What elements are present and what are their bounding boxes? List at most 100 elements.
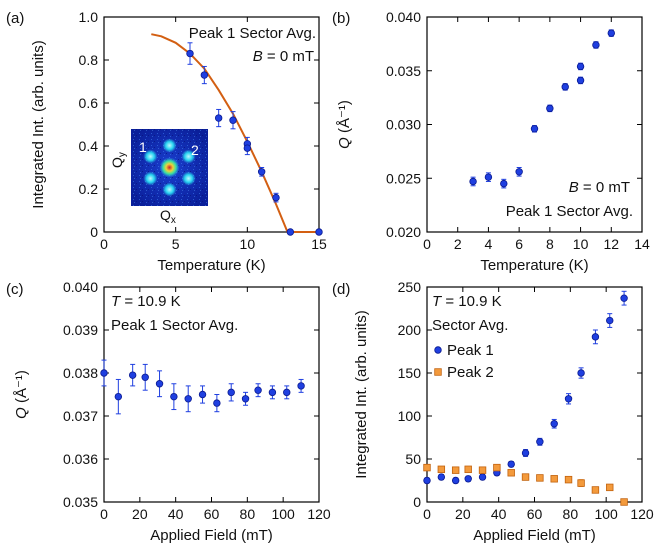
data-point-square bbox=[451, 466, 460, 474]
y-tick-label: 0.040 bbox=[386, 9, 421, 25]
x-tick-label: 80 bbox=[563, 506, 579, 522]
x-tick-label: 4 bbox=[485, 236, 493, 252]
data-point bbox=[576, 62, 585, 71]
inset-qx-label: Qx bbox=[160, 207, 176, 226]
x-tick-label: 6 bbox=[515, 236, 523, 252]
data-point bbox=[536, 438, 544, 446]
x-tick-label: 60 bbox=[527, 506, 543, 522]
annotation-sector: Peak 1 Sector Avg. bbox=[189, 25, 316, 42]
data-point bbox=[186, 49, 194, 58]
x-tick-label: 40 bbox=[168, 506, 184, 522]
annotation-sector: Peak 1 Sector Avg. bbox=[506, 203, 633, 220]
data-point bbox=[283, 388, 291, 397]
x-tick-label: 100 bbox=[594, 506, 618, 522]
data-point bbox=[229, 116, 237, 124]
y-axis-label: Q (Å⁻¹) bbox=[13, 370, 30, 419]
data-point bbox=[268, 388, 277, 397]
data-point bbox=[550, 420, 558, 428]
data-point-square bbox=[478, 466, 487, 474]
data-point bbox=[564, 395, 573, 403]
panel-label-b: (b) bbox=[332, 10, 350, 27]
x-tick-label: 60 bbox=[204, 506, 220, 522]
annotation-sector: Sector Avg. bbox=[432, 317, 508, 334]
data-point bbox=[297, 382, 305, 390]
data-point-square bbox=[620, 498, 628, 506]
data-point-square bbox=[591, 486, 600, 494]
data-point bbox=[507, 460, 515, 468]
x-axis-label: Temperature (K) bbox=[157, 257, 265, 274]
y-tick-label: 200 bbox=[398, 322, 422, 338]
data-point bbox=[607, 29, 615, 37]
data-point bbox=[423, 476, 431, 485]
x-axis-label: Temperature (K) bbox=[480, 257, 588, 274]
x-tick-label: 12 bbox=[603, 236, 619, 252]
panel-b: 0 2 4 6 8 10 12 14 0.020 0.025 0.030 0.035 0.040 Temp… bbox=[336, 9, 650, 274]
x-axis-label: Applied Field (mT) bbox=[150, 527, 273, 544]
fit-curve bbox=[151, 33, 319, 233]
data-point bbox=[478, 473, 487, 481]
y-tick-label: 0.025 bbox=[386, 170, 421, 186]
data-point bbox=[576, 76, 585, 85]
x-tick-label: 14 bbox=[634, 236, 650, 252]
annotation-field: B = 0 mT bbox=[253, 48, 314, 65]
x-tick-label: 0 bbox=[423, 236, 431, 252]
data-point bbox=[184, 395, 192, 403]
data-point bbox=[606, 316, 614, 325]
x-tick-label: 20 bbox=[132, 506, 148, 522]
y-tick-label: 0.030 bbox=[386, 117, 421, 133]
data-point bbox=[469, 177, 477, 186]
data-point bbox=[200, 71, 209, 79]
data-point bbox=[592, 41, 600, 49]
y-tick-label: 50 bbox=[405, 451, 421, 467]
data-point bbox=[286, 228, 295, 236]
inset-bragg-spot bbox=[143, 149, 158, 164]
data-point bbox=[254, 386, 262, 394]
x-tick-label: 15 bbox=[311, 236, 327, 252]
inset-peak2-label: 2 bbox=[191, 142, 199, 158]
panel-a: 0 5 10 15 0 0.2 0.4 0.6 0.8 1.0 Temperature (K) Int… bbox=[30, 9, 327, 274]
y-tick-label: 0.038 bbox=[63, 365, 98, 381]
data-point bbox=[530, 125, 539, 133]
data-point-square bbox=[423, 463, 431, 472]
inset-qy-label: Qy bbox=[109, 152, 128, 168]
annotation-field: B = 0 mT bbox=[569, 179, 630, 196]
annotation-temperature: T = 10.9 K bbox=[111, 293, 181, 310]
data-point-square bbox=[493, 463, 501, 472]
data-point-square bbox=[437, 465, 446, 474]
plot-frame bbox=[103, 16, 320, 233]
inset-bragg-spot bbox=[162, 182, 177, 197]
data-point bbox=[128, 371, 137, 379]
y-axis-label: Integrated Int. (arb. units) bbox=[353, 310, 370, 478]
panel-label-d: (d) bbox=[332, 281, 350, 298]
data-point bbox=[577, 369, 585, 377]
inset-bragg-spot bbox=[162, 138, 177, 153]
data-point-square bbox=[536, 474, 544, 482]
x-axis-label: Applied Field (mT) bbox=[473, 527, 596, 544]
x-tick-label: 80 bbox=[240, 506, 256, 522]
data-point bbox=[515, 168, 523, 176]
data-point bbox=[546, 104, 554, 113]
data-point bbox=[243, 144, 252, 152]
data-point bbox=[500, 179, 508, 188]
plot-frame bbox=[426, 16, 643, 233]
annotation-sector: Peak 1 Sector Avg. bbox=[111, 317, 238, 334]
inset-bragg-spot bbox=[181, 171, 196, 186]
y-tick-label: 0.039 bbox=[63, 322, 98, 338]
data-point bbox=[141, 373, 149, 381]
y-tick-label: 0 bbox=[90, 224, 98, 240]
panel-d: 0 20 40 60 80 100 120 0 50 100 150 200 250 Applied Fi… bbox=[353, 279, 654, 544]
diffraction-inset-image bbox=[131, 129, 208, 206]
data-point bbox=[561, 83, 569, 91]
data-point bbox=[591, 333, 600, 341]
data-point-square bbox=[521, 473, 530, 481]
data-point-square bbox=[577, 479, 585, 487]
x-tick-label: 100 bbox=[271, 506, 295, 522]
data-point bbox=[521, 449, 530, 457]
x-tick-label: 0 bbox=[423, 506, 431, 522]
data-point bbox=[227, 388, 235, 397]
x-tick-label: 10 bbox=[240, 236, 256, 252]
y-tick-label: 0.040 bbox=[63, 279, 98, 295]
y-tick-label: 0 bbox=[413, 494, 421, 510]
y-tick-label: 250 bbox=[398, 279, 422, 295]
annotation-temperature: T = 10.9 K bbox=[432, 293, 502, 310]
